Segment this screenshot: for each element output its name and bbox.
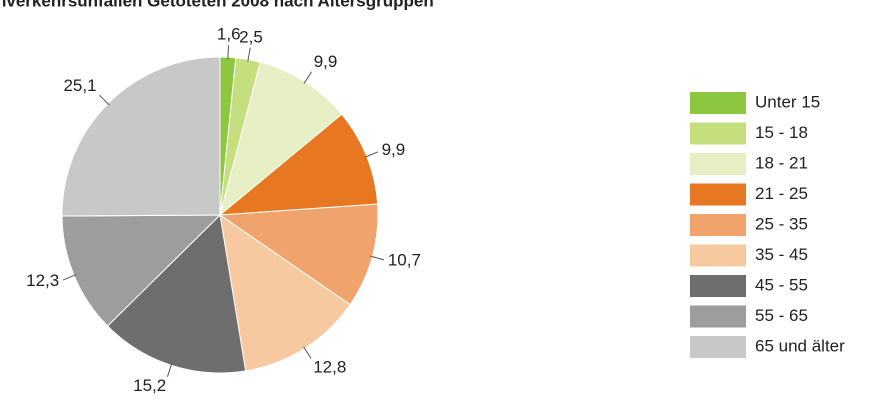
data-label: 9,9 bbox=[314, 52, 338, 71]
legend-label: 18 - 21 bbox=[755, 153, 808, 172]
legend-swatch bbox=[690, 122, 746, 145]
legend-label: 65 und älter bbox=[755, 336, 845, 355]
leader-line bbox=[303, 71, 312, 84]
leader-line bbox=[99, 94, 110, 106]
leader-line bbox=[247, 47, 251, 62]
legend-swatch bbox=[690, 244, 746, 267]
legend-label: Unter 15 bbox=[755, 92, 820, 111]
legend-label: 25 - 35 bbox=[755, 214, 808, 233]
legend-label: 21 - 25 bbox=[755, 184, 808, 203]
legend-label: 45 - 55 bbox=[755, 275, 808, 294]
legend-swatch bbox=[690, 183, 746, 206]
legend-swatch bbox=[690, 92, 746, 114]
legend-swatch bbox=[690, 153, 746, 175]
legend-label: 55 - 65 bbox=[755, 306, 808, 325]
leader-line bbox=[303, 346, 312, 359]
data-label: 12,3 bbox=[26, 271, 59, 290]
leader-line bbox=[62, 274, 77, 281]
leader-line bbox=[166, 363, 173, 377]
legend-swatch bbox=[690, 214, 746, 236]
legend-swatch bbox=[690, 305, 746, 328]
leader-line bbox=[364, 151, 379, 158]
data-label: 12,8 bbox=[313, 357, 346, 376]
data-label: 2,5 bbox=[239, 27, 263, 46]
data-label: 25,1 bbox=[63, 76, 96, 95]
chart-title: nverkehrsunfällen Getöteten 2008 nach Al… bbox=[0, 0, 434, 10]
leader-line bbox=[370, 255, 385, 261]
legend-swatch bbox=[690, 336, 746, 358]
data-label: 15,2 bbox=[133, 376, 166, 395]
legend-label: 15 - 18 bbox=[755, 123, 808, 142]
legend-label: 35 - 45 bbox=[755, 245, 808, 264]
data-label: 1,6 bbox=[217, 25, 241, 44]
data-label: 10,7 bbox=[388, 250, 421, 269]
legend-swatch bbox=[690, 275, 746, 297]
data-label: 9,9 bbox=[382, 140, 406, 159]
leader-line bbox=[227, 45, 230, 60]
